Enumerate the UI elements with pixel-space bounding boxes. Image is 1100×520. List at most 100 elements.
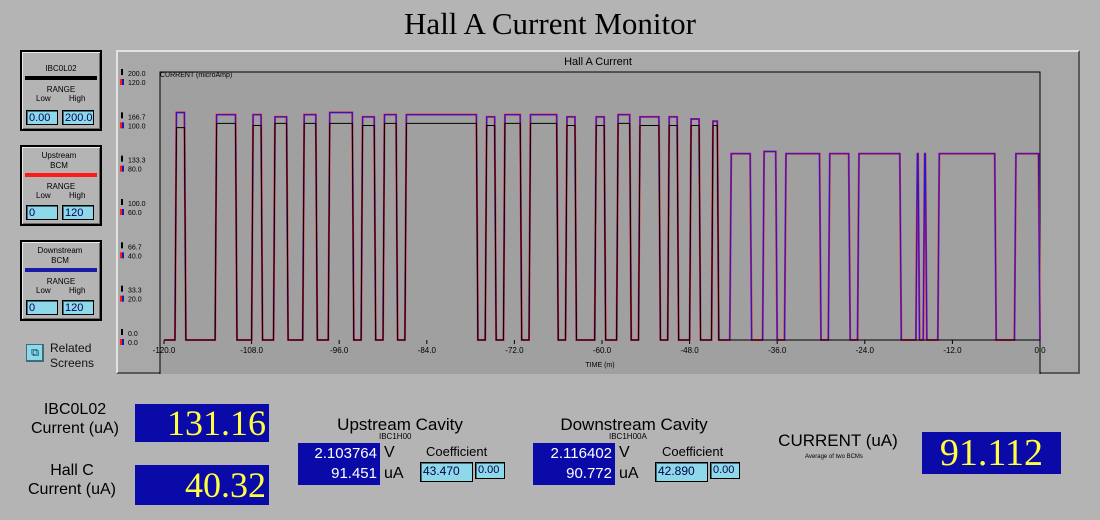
- low-label: Low: [36, 286, 51, 295]
- range-high-field[interactable]: 120: [62, 205, 94, 220]
- upstream-coefficient-input[interactable]: 43.470: [420, 462, 473, 482]
- ua-unit: uA: [384, 465, 404, 482]
- panel-name: IBC0L02: [45, 64, 77, 73]
- upstream-cavity-title: Upstream Cavity: [337, 415, 463, 434]
- hallc-current-value: 40.32: [135, 465, 269, 505]
- x-tick-label: -60.0: [593, 346, 612, 355]
- chart-title: Hall A Current: [564, 56, 632, 68]
- x-tick-label: -36.0: [768, 346, 787, 355]
- downstream-pv-name: IBC1H00A: [609, 432, 647, 441]
- x-tick-label: -120.0: [153, 346, 176, 355]
- panel-name: Downstream BCM: [37, 246, 83, 265]
- y-tick-label-bcm: 120.0: [128, 80, 146, 87]
- x-tick-label: 0.0: [1034, 346, 1046, 355]
- downstream-readout-box: [533, 443, 615, 485]
- y-tick-label-bcm: 40.0: [128, 253, 142, 260]
- y-tick-swatch: [120, 252, 122, 259]
- related-screens-label[interactable]: Related Screens: [50, 341, 95, 370]
- y-tick-swatch: [121, 155, 123, 162]
- y-tick-label-bcm: 80.0: [128, 167, 142, 174]
- y-tick-label-ibc: 0.0: [128, 331, 138, 338]
- panel-name: Upstream BCM: [41, 151, 77, 170]
- current-sublabel: Average of two BCMs: [805, 454, 863, 460]
- ibc-current-label: IBC0L02 Current (uA): [30, 401, 120, 437]
- y-tick-swatch: [122, 295, 124, 302]
- y-tick-label-ibc: 100.0: [128, 201, 146, 208]
- range-low-field[interactable]: 0: [26, 300, 58, 315]
- upstream-bcm-legend-panel: Upstream BCM RANGE Low High 0 120: [20, 145, 102, 226]
- ibc0l02-legend-panel: IBC0L02 RANGE Low High 0.00 200.0: [20, 50, 102, 131]
- range-low-field[interactable]: 0.00: [26, 110, 58, 125]
- y-tick-label-bcm: 20.0: [128, 297, 142, 304]
- upstream-pv-name: IBC1H00: [379, 432, 412, 441]
- y-tick-label-bcm: 0.0: [128, 340, 138, 347]
- range-low-field[interactable]: 0: [26, 205, 58, 220]
- y-tick-swatch: [120, 295, 122, 302]
- y-tick-swatch: [122, 79, 124, 85]
- page-title: Hall A Current Monitor: [404, 6, 696, 41]
- y-tick-label-ibc: 66.7: [128, 244, 142, 251]
- y-tick-swatch: [120, 79, 122, 85]
- current-chart: -120.0 -108.0 -96.0 -84.0 -72.0 -60.0 -48.0 -36…: [120, 69, 1046, 374]
- downstream-cavity-title: Downstream Cavity: [560, 415, 708, 434]
- hallc-current-label: Hall C Current (uA): [27, 462, 117, 498]
- x-tick-label: -96.0: [330, 346, 349, 355]
- y-tick-label-bcm: 60.0: [128, 210, 142, 217]
- low-label: Low: [36, 94, 51, 103]
- y-tick-label-ibc: 133.3: [128, 158, 146, 165]
- low-label: Low: [36, 191, 51, 200]
- x-tick-label: -84.0: [418, 346, 437, 355]
- downstream-coefficient-input[interactable]: 42.890: [655, 462, 708, 482]
- y-tick-swatch: [120, 209, 122, 215]
- y-tick-label-bcm: 100.0: [128, 123, 146, 130]
- windows-icon: ⧉: [31, 347, 39, 359]
- y-tick-label-ibc: 200.0: [128, 71, 146, 78]
- range-high-field[interactable]: 200.0: [62, 110, 94, 125]
- x-tick-label: -12.0: [943, 346, 962, 355]
- downstream-offset-input[interactable]: 0.00: [710, 462, 740, 479]
- downstream-bcm-legend-panel: Downstream BCM RANGE Low High 0 120: [20, 240, 102, 321]
- y-tick-swatch: [122, 252, 124, 259]
- y-tick-label-ibc: 33.3: [128, 288, 142, 295]
- ibc-series-line: [164, 122, 1040, 341]
- range-high-field[interactable]: 120: [62, 300, 94, 315]
- series-color-swatch: [25, 173, 97, 177]
- y-tick-swatch: [120, 339, 122, 345]
- downstream-volts: 2.116402: [550, 445, 612, 462]
- upstream-readout-box: [298, 443, 380, 485]
- high-label: High: [69, 286, 86, 295]
- x-tick-label: -108.0: [240, 346, 263, 355]
- upstream-ua: 91.451: [331, 465, 377, 482]
- series-color-swatch: [25, 76, 97, 80]
- average-current-value: 91.112: [922, 432, 1061, 474]
- y-tick-swatch: [121, 329, 123, 335]
- high-label: High: [69, 94, 86, 103]
- range-label: RANGE: [46, 85, 76, 94]
- volts-unit: V: [619, 444, 630, 461]
- ibc-current-value: 131.16: [135, 404, 269, 442]
- y-tick-swatch: [120, 165, 122, 172]
- y-axis-label: CURRENT (microAmp): [160, 72, 232, 79]
- y-tick-swatch: [120, 122, 122, 129]
- related-screens-button[interactable]: ⧉: [26, 344, 44, 362]
- ua-unit: uA: [619, 465, 639, 482]
- current-label: CURRENT (uA): [778, 431, 898, 450]
- series-color-swatch: [25, 268, 97, 272]
- range-label: RANGE: [46, 277, 76, 286]
- y-tick-swatch: [121, 112, 123, 119]
- y-tick-swatch: [122, 339, 124, 345]
- range-label: RANGE: [46, 182, 76, 191]
- high-label: High: [69, 191, 86, 200]
- upstream-offset-input[interactable]: 0.00: [475, 462, 505, 479]
- coefficient-label: Coefficient: [662, 444, 724, 459]
- x-axis-label: TIME (m): [585, 362, 614, 369]
- x-tick-label: -72.0: [505, 346, 524, 355]
- downstream-ua: 90.772: [566, 465, 612, 482]
- y-tick-swatch: [121, 199, 123, 205]
- x-tick-label: -24.0: [856, 346, 875, 355]
- y-tick-swatch: [121, 285, 123, 292]
- upstream-volts: 2.103764: [314, 445, 377, 462]
- y-tick-swatch: [121, 242, 123, 249]
- y-tick-swatch: [122, 209, 124, 215]
- y-tick-swatch: [122, 165, 124, 172]
